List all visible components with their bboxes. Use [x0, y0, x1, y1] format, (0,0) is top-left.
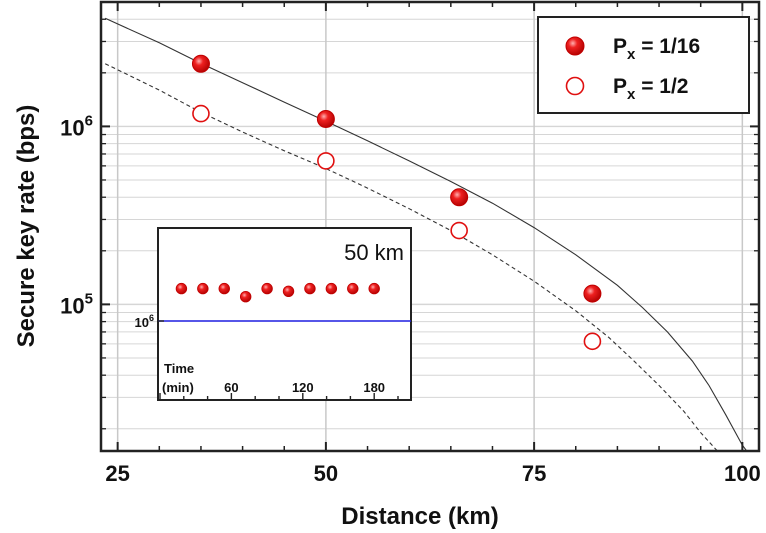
y-tick-label: 105	[60, 290, 93, 318]
inset-chart: 50 km 106 Time (min) 60 120 180	[135, 227, 412, 401]
legend-label-1: Px = 1/16	[613, 35, 700, 63]
theory-curve-solid	[104, 17, 748, 451]
point-series-1	[450, 188, 469, 207]
inset-point	[261, 282, 273, 295]
inset-x-tick-label: 120	[292, 380, 314, 395]
point-series-2	[450, 221, 468, 240]
inset-point	[368, 282, 380, 295]
inset-y-tick-label: 106	[135, 313, 154, 330]
inset-points	[175, 282, 380, 303]
point-series-2	[583, 332, 602, 351]
point-series-2	[317, 152, 335, 170]
inset-point	[325, 282, 338, 295]
inset-frame	[157, 227, 412, 401]
point-series-1	[583, 284, 602, 303]
legend-label-2: Px = 1/2	[613, 75, 689, 103]
x-tick-labels: 25 50 75 100	[105, 461, 760, 486]
legend: Px = 1/16 Px = 1/2	[537, 16, 750, 114]
legend-marker-filled	[565, 36, 585, 56]
plot-frame	[99, 0, 761, 453]
x-tick-label: 75	[522, 461, 546, 486]
inset-point	[304, 282, 316, 295]
x-tick-label: 100	[724, 461, 761, 486]
inset-x-tick-labels: 60 120 180	[224, 380, 385, 395]
inset-x-tick-label: 60	[224, 380, 238, 395]
point-series-1	[191, 54, 210, 73]
inset-x-label-line2: (min)	[162, 380, 194, 395]
main-axis-ticks	[101, 1, 759, 451]
point-series-1	[316, 110, 335, 129]
main-points	[191, 54, 602, 351]
legend-marker-open	[565, 76, 585, 96]
inset-axis-ticks	[158, 320, 399, 400]
x-tick-label: 50	[314, 461, 338, 486]
x-axis-label: Distance (km)	[341, 503, 498, 530]
inset-x-tick-label: 180	[363, 380, 385, 395]
theory-curve-dashed	[104, 63, 718, 451]
y-axis-label: Secure key rate (bps)	[13, 105, 40, 348]
y-tick-labels: 105 106	[60, 112, 93, 318]
inset-x-label-line1: Time	[164, 361, 194, 376]
legend-box	[537, 16, 750, 114]
inset-point	[347, 282, 359, 295]
y-tick-label: 106	[60, 112, 93, 140]
inset-point	[175, 282, 188, 295]
main-curves	[104, 17, 748, 451]
inset-point	[197, 282, 209, 295]
point-series-2	[192, 104, 210, 123]
inset-point	[239, 291, 252, 303]
x-tick-label: 25	[105, 461, 129, 486]
inset-point	[218, 282, 230, 295]
inset-point	[282, 285, 295, 298]
inset-title: 50 km	[344, 240, 404, 265]
